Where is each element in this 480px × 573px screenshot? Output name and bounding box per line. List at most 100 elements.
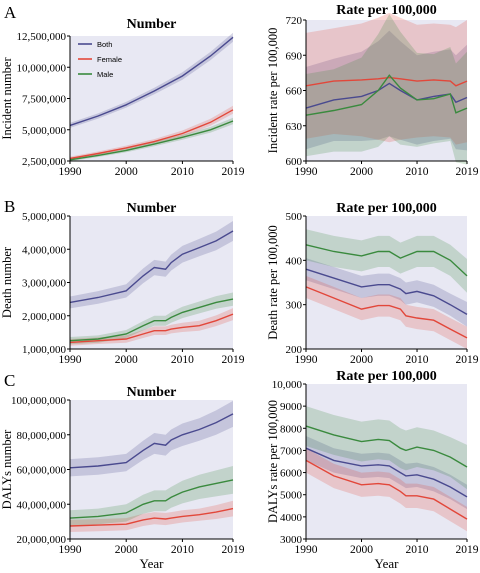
y-tick-label: 8000 (280, 423, 303, 435)
y-tick-label: 1,000,000 (22, 344, 67, 356)
series-line-female (305, 76, 468, 87)
plot-background (306, 384, 467, 539)
y-axis-label: DALYs rate per 100,000 (266, 400, 280, 523)
x-tick-label: 2010 (406, 166, 429, 178)
series-line-female (69, 313, 234, 344)
ci-band-both (306, 436, 467, 510)
chart-panel-a-rate: 600 630 660 690 720 1990 2000 2010 2019 Rate per … (266, 3, 479, 178)
x-tick-label: 1990 (295, 166, 318, 178)
series-line-male (69, 298, 234, 342)
ci-band-both (306, 258, 467, 327)
ci-band-male (306, 406, 467, 490)
y-tick-label: 20,000,000 (17, 534, 67, 546)
ci-band-female (306, 448, 467, 532)
panel-label: A (4, 3, 17, 22)
y-tick-label: 10,000,000 (17, 62, 67, 74)
chart-panel-c-rate: 3000 4000 5000 6000 7000 8000 9000 10,000 1990 20… (266, 369, 479, 571)
x-tick-label: 2019 (222, 354, 245, 366)
ci-band-male (70, 466, 233, 526)
panel-label: B (4, 197, 15, 216)
y-tick-label: 400 (286, 255, 303, 267)
y-tick-label: 500 (286, 211, 303, 223)
chart-title: Number (127, 201, 177, 216)
y-axis-label: Incident rate per 100,000 (266, 28, 280, 154)
y-tick-label: 720 (286, 15, 303, 27)
x-tick-label: 2019 (456, 354, 479, 366)
plot-background (306, 20, 467, 161)
ci-band-both (306, 30, 467, 151)
x-tick-label: 2000 (115, 544, 138, 556)
series-line-male (305, 74, 468, 116)
legend: Both Female Male (78, 40, 122, 79)
series-line-both (69, 413, 234, 469)
chart-title: Number (127, 17, 177, 32)
x-tick-label: 2010 (406, 544, 429, 556)
y-tick-label: 10,000 (272, 379, 303, 391)
chart-title: Number (127, 385, 177, 400)
chart-panel-b-number: 1,000,000 2,000,000 3,000,000 4,000,000 5,00… (0, 197, 245, 366)
y-tick-label: 3000 (280, 534, 303, 546)
series-line-male (305, 425, 468, 468)
x-tick-label: 1990 (295, 354, 318, 366)
y-tick-label: 80,000,000 (17, 430, 67, 442)
y-tick-label: 5,000,000 (22, 211, 67, 223)
ci-band-male (306, 14, 467, 165)
x-tick-label: 1990 (295, 544, 318, 556)
x-tick-label: 2019 (456, 544, 479, 556)
series-line-both (305, 447, 468, 498)
y-tick-label: 9000 (280, 401, 303, 413)
legend-label-female: Female (97, 55, 122, 64)
chart-panel-b-rate: 200 300 400 500 1990 2000 2010 2019 Rate per 100… (266, 201, 479, 366)
x-tick-label: 2010 (406, 354, 429, 366)
x-axis-label: Year (140, 556, 165, 571)
y-tick-label: 7000 (280, 445, 303, 457)
y-tick-label: 60,000,000 (17, 465, 67, 477)
x-axis-label: Year (375, 556, 400, 571)
x-tick-label: 2010 (171, 544, 194, 556)
series-line-female (69, 507, 234, 527)
y-tick-label: 2,000,000 (22, 311, 67, 323)
y-tick-label: 200 (286, 344, 303, 356)
series-line-male (69, 479, 234, 519)
y-axis-label: Death number (0, 246, 14, 318)
x-tick-label: 2000 (350, 166, 373, 178)
chart-title: Rate per 100,000 (336, 3, 436, 18)
series-line-both (69, 230, 234, 304)
series-line-both (305, 268, 468, 316)
ci-band-female (306, 275, 467, 349)
y-tick-label: 4000 (280, 512, 303, 524)
y-axis-label: DALYs number (0, 429, 14, 509)
y-tick-label: 100,000,000 (11, 395, 67, 407)
y-tick-label: 660 (286, 86, 303, 98)
y-tick-label: 2,500,000 (22, 156, 67, 168)
chart-panel-c-number: 20,000,000 40,000,000 60,000,000 80,000,000… (0, 371, 245, 571)
y-tick-label: 12,500,000 (17, 31, 67, 43)
y-tick-label: 7,500,000 (22, 94, 67, 106)
ci-band-male (306, 229, 467, 293)
series-line-male (305, 244, 468, 277)
ci-band-both (70, 32, 233, 128)
x-tick-label: 1990 (59, 544, 82, 556)
ci-band-male (70, 292, 233, 345)
y-tick-label: 4,000,000 (22, 244, 67, 256)
y-tick-label: 630 (286, 121, 303, 133)
plot-background (306, 216, 467, 349)
series-line-both (69, 36, 234, 127)
x-tick-label: 2000 (115, 354, 138, 366)
series-line-female (305, 286, 468, 339)
x-tick-label: 2019 (222, 544, 245, 556)
series-line-both (305, 82, 468, 109)
chart-panel-a-number: 2,500,000 5,000,000 7,500,000 10,000,000 12,… (0, 3, 245, 178)
plot-background (70, 216, 233, 349)
panel-label: C (4, 371, 15, 390)
y-tick-label: 40,000,000 (17, 499, 67, 511)
y-tick-label: 6000 (280, 468, 303, 480)
y-tick-label: 600 (286, 156, 303, 168)
y-tick-label: 5000 (280, 490, 303, 502)
y-tick-label: 5,000,000 (22, 125, 67, 137)
x-tick-label: 1990 (59, 166, 82, 178)
ci-band-both (70, 221, 233, 309)
x-tick-label: 1990 (59, 354, 82, 366)
y-tick-label: 300 (286, 300, 303, 312)
y-tick-label: 3,000,000 (22, 278, 67, 290)
